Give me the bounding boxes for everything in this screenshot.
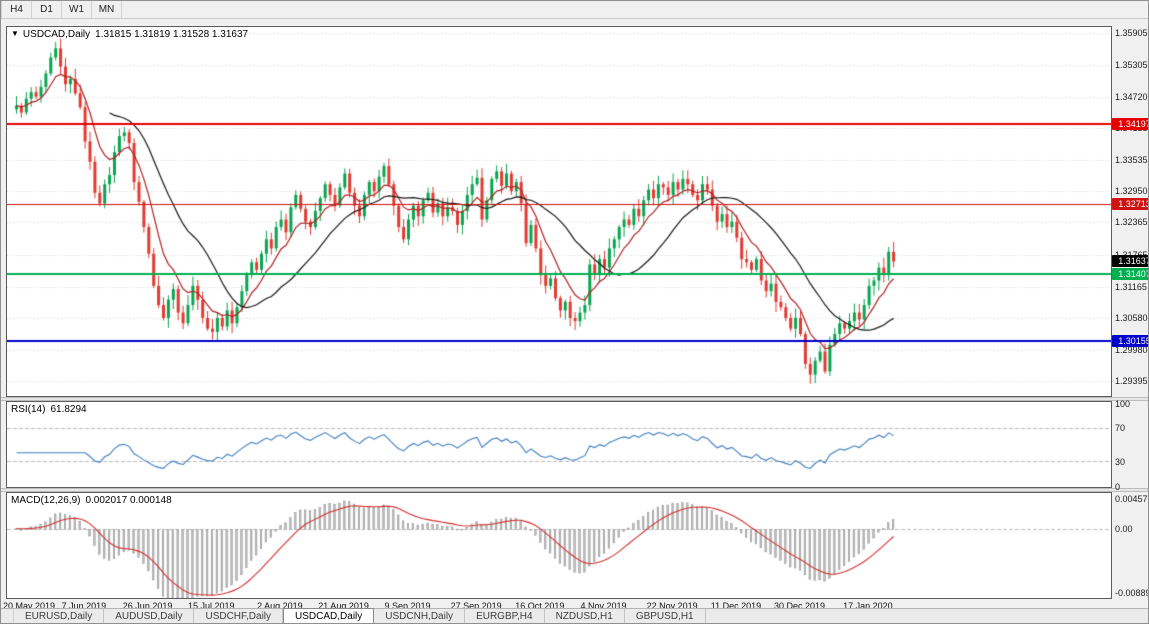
date-tick-label: 30 Dec 2019 <box>774 601 826 611</box>
chart-tab-nzdusd-h1[interactable]: NZDUSD,H1 <box>544 609 625 623</box>
price-tick-label: 1.29395 <box>1115 376 1148 387</box>
price-tick-label: 1.29980 <box>1115 345 1148 355</box>
rsi-name: RSI(14) <box>11 404 46 415</box>
price-tick-label: 1.31765 <box>1115 250 1148 260</box>
main-chart-panel <box>6 26 1112 397</box>
rsi-tick-label: 30 <box>1115 456 1126 467</box>
hline-price-badge: 1.32713 <box>1112 197 1148 210</box>
timeframe-button-mn[interactable]: MN <box>92 1 122 18</box>
price-tick-label: 1.31165 <box>1115 281 1147 292</box>
hline-price-badge: 1.30155 <box>1112 334 1148 347</box>
chart-symbol-title: USDCAD,Daily <box>22 29 91 40</box>
panel-splitter[interactable] <box>1 488 1148 492</box>
current-price-badge: 1.31637 <box>1112 255 1148 268</box>
date-tick-label: 11 Dec 2019 <box>710 601 762 611</box>
dropdown-arrow-icon: ▼ <box>11 29 19 38</box>
chart-tab-gbpusd-h1[interactable]: GBPUSD,H1 <box>624 609 706 623</box>
main-chart-canvas[interactable] <box>7 27 1111 396</box>
timeframe-button-w1[interactable]: W1 <box>62 1 92 18</box>
timeframe-button-h4[interactable]: H4 <box>1 1 32 18</box>
price-tick-label: 1.35905 <box>1115 28 1148 39</box>
hline-price-badge: 1.34197 <box>1112 118 1148 131</box>
rsi-tick-label: 70 <box>1115 422 1126 433</box>
rsi-tick-label: 100 <box>1115 399 1131 409</box>
date-tick-label: 22 Nov 2019 <box>646 601 698 611</box>
macd-zero-label: 0.00 <box>1115 523 1133 534</box>
price-tick-label: 1.32365 <box>1115 217 1148 228</box>
date-tick-label: 21 Aug 2019 <box>318 601 369 611</box>
price-tick-label: 1.32950 <box>1115 186 1148 197</box>
tab-bar-spacer <box>1 609 14 623</box>
macd-max-label: 0.004572 <box>1115 494 1149 504</box>
panel-splitter[interactable] <box>1 397 1148 401</box>
macd-indicator-label: MACD(12,26,9) 0.002017 0.000148 <box>11 495 172 506</box>
chart-tab-eurusd-daily[interactable]: EURUSD,Daily <box>14 609 105 623</box>
macd-canvas[interactable] <box>7 493 1111 598</box>
chart-tab-usdcnh-daily[interactable]: USDCNH,Daily <box>374 609 466 623</box>
chart-tab-usdchf-daily[interactable]: USDCHF,Daily <box>194 609 284 623</box>
chart-tab-usdcad-daily[interactable]: USDCAD,Daily <box>283 608 375 623</box>
price-tick-label: 1.35305 <box>1115 60 1148 71</box>
chart-tab-bar: EURUSD,Daily AUDUSD,Daily USDCHF,Daily USDC… <box>1 608 1148 623</box>
hline-price-badge: 1.31407 <box>1112 267 1148 280</box>
date-tick-label: 17 Jan 2020 <box>843 601 893 611</box>
date-tick-label: 9 Sep 2019 <box>384 601 431 611</box>
date-tick-label: 2 Aug 2019 <box>257 601 303 611</box>
price-tick-label: 1.34720 <box>1115 91 1148 102</box>
rsi-canvas[interactable] <box>7 402 1111 487</box>
date-tick-label: 15 Jul 2019 <box>188 601 235 611</box>
macd-values: 0.002017 0.000148 <box>85 495 172 506</box>
rsi-tick-label: 0 <box>1115 482 1121 492</box>
chart-ohlc-values: 1.31815 1.31819 1.31528 1.31637 <box>95 29 249 40</box>
date-tick-label: 7 Jun 2019 <box>61 601 107 611</box>
timeframe-button-d1[interactable]: D1 <box>32 1 62 18</box>
price-tick-label: 1.30580 <box>1115 312 1148 323</box>
macd-name: MACD(12,26,9) <box>11 495 81 506</box>
date-tick-label: 27 Sep 2019 <box>450 601 502 611</box>
date-tick-label: 26 Jun 2019 <box>122 601 173 611</box>
chart-tab-eurgbp-h4[interactable]: EURGBP,H4 <box>465 609 545 623</box>
date-tick-label: 16 Oct 2019 <box>515 601 565 611</box>
rsi-value: 61.8294 <box>50 404 87 415</box>
price-tick-label: 1.33535 <box>1115 154 1148 165</box>
rsi-panel <box>6 401 1112 488</box>
timeframe-toolbar: H4 D1 W1 MN <box>1 1 1148 19</box>
date-tick-label: 4 Nov 2019 <box>580 601 627 611</box>
macd-panel <box>6 492 1112 599</box>
rsi-indicator-label: RSI(14) 61.8294 <box>11 404 87 415</box>
chart-ohlc-readout: ▼ USDCAD,Daily 1.31815 1.31819 1.31528 1.3… <box>11 29 248 40</box>
macd-min-label: -0.008891 <box>1115 588 1148 598</box>
date-tick-label: 20 May 2019 <box>3 601 56 611</box>
chart-tab-audusd-daily[interactable]: AUDUSD,Daily <box>104 609 195 623</box>
